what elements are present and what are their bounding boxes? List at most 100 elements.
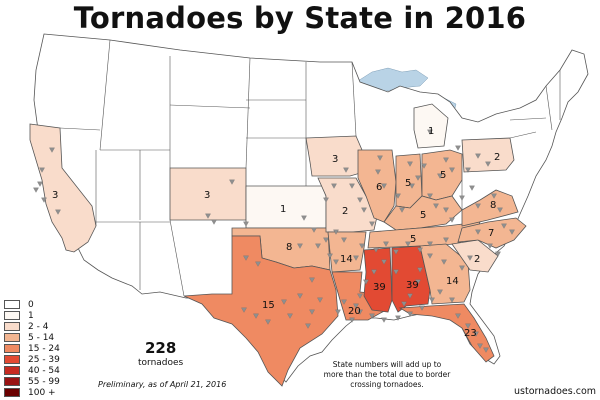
tornado-marker [369, 313, 375, 319]
tornado-marker [377, 155, 383, 161]
tornado-marker [343, 167, 349, 173]
legend-swatch [4, 311, 20, 320]
tornado-marker [405, 241, 411, 247]
tornado-marker [373, 247, 379, 253]
tornado-marker [437, 173, 443, 179]
legend-swatch [4, 300, 20, 309]
legend-swatch [4, 366, 20, 375]
tornado-marker [443, 157, 449, 163]
tornado-marker [495, 251, 501, 257]
tornado-marker [309, 309, 315, 315]
tornado-marker [421, 163, 427, 169]
tornado-marker [497, 207, 503, 213]
tornado-marker [363, 279, 369, 285]
count-south-carolina: 2 [474, 254, 480, 265]
tornado-marker [315, 243, 321, 249]
legend-label: 40 - 54 [28, 365, 60, 376]
tornado-marker [501, 223, 507, 229]
state-pennsylvania [461, 137, 515, 173]
tornado-marker [427, 129, 433, 135]
tornado-marker [305, 323, 311, 329]
count-texas: 15 [262, 300, 275, 311]
tornado-marker [317, 297, 323, 303]
tornado-marker [205, 213, 211, 219]
tornado-marker [469, 185, 475, 191]
tornado-marker [375, 169, 381, 175]
tornado-marker [407, 311, 413, 317]
tornado-marker [417, 267, 423, 273]
count-north-carolina: 7 [488, 228, 494, 239]
total-count: 228 [145, 339, 177, 357]
tornado-marker [475, 153, 481, 159]
count-ohio: 5 [440, 170, 446, 181]
tornado-marker [49, 147, 55, 153]
tornado-marker [395, 315, 401, 321]
legend-label: 5 - 14 [28, 332, 55, 343]
tornado-marker [449, 217, 455, 223]
states-layer [29, 33, 589, 387]
tornado-marker [441, 259, 447, 265]
tornado-marker [281, 299, 287, 305]
preliminary-note: Preliminary, as of April 21, 2016 [98, 380, 227, 389]
count-missouri: 2 [342, 206, 348, 217]
tornado-marker [335, 309, 341, 315]
tornado-marker [393, 269, 399, 275]
tornado-marker [401, 301, 407, 307]
tornado-marker [427, 253, 433, 259]
legend-row: 5 - 14 [4, 332, 84, 343]
tornado-marker [327, 253, 333, 259]
count-indiana: 5 [405, 178, 411, 189]
tornado-marker [353, 255, 359, 261]
count-colorado: 3 [204, 190, 210, 201]
legend-label: 15 - 24 [28, 343, 60, 354]
tornado-marker [353, 303, 359, 309]
legend-row: 25 - 39 [4, 354, 84, 365]
tornado-marker [383, 241, 389, 247]
legend-swatch [4, 388, 20, 397]
tornado-marker [243, 221, 249, 227]
tornado-marker [475, 229, 481, 235]
tornado-marker [301, 215, 307, 221]
count-arkansas: 14 [340, 254, 353, 265]
state-count-labels: 3 3 1 8 15 3 2 14 20 6 5 5 1 5 5 39 39 1… [52, 126, 500, 339]
tornado-marker [381, 183, 387, 189]
tornado-marker [33, 187, 39, 193]
state-florida [398, 303, 495, 363]
count-kansas: 1 [280, 204, 286, 215]
tornado-marker [429, 297, 435, 303]
tornado-marker [349, 183, 355, 189]
tornado-marker [255, 261, 261, 267]
tornado-marker [39, 167, 45, 173]
tornado-marker [443, 207, 449, 213]
tornado-marker [427, 193, 433, 199]
tornado-marker [297, 243, 303, 249]
tornado-marker [467, 255, 473, 261]
legend-swatch [4, 344, 20, 353]
state-georgia [419, 243, 471, 305]
tornado-marker [437, 289, 443, 295]
tornado-marker [349, 317, 355, 323]
tornado-marker [241, 307, 247, 313]
state-arkansas [327, 231, 367, 273]
tornado-marker [465, 167, 471, 173]
tornado-marker [287, 313, 293, 319]
state-north-carolina [457, 217, 527, 249]
tornado-marker [359, 243, 365, 249]
tornado-marker [37, 181, 43, 187]
tornado-marker [417, 247, 423, 253]
tornado-marker [341, 299, 347, 305]
count-kentucky: 5 [420, 210, 426, 221]
border-crossing-note: State numbers will add up to more than t… [323, 360, 451, 389]
count-louisiana: 20 [348, 306, 361, 317]
legend-label: 55 - 99 [28, 376, 60, 387]
total-unit: tornadoes [138, 358, 184, 368]
legend-row: 40 - 54 [4, 365, 84, 376]
tornado-marker [407, 161, 413, 167]
tornado-marker [393, 249, 399, 255]
tornado-marker [407, 293, 413, 299]
tornado-marker [459, 265, 465, 271]
tornado-marker [465, 323, 471, 329]
